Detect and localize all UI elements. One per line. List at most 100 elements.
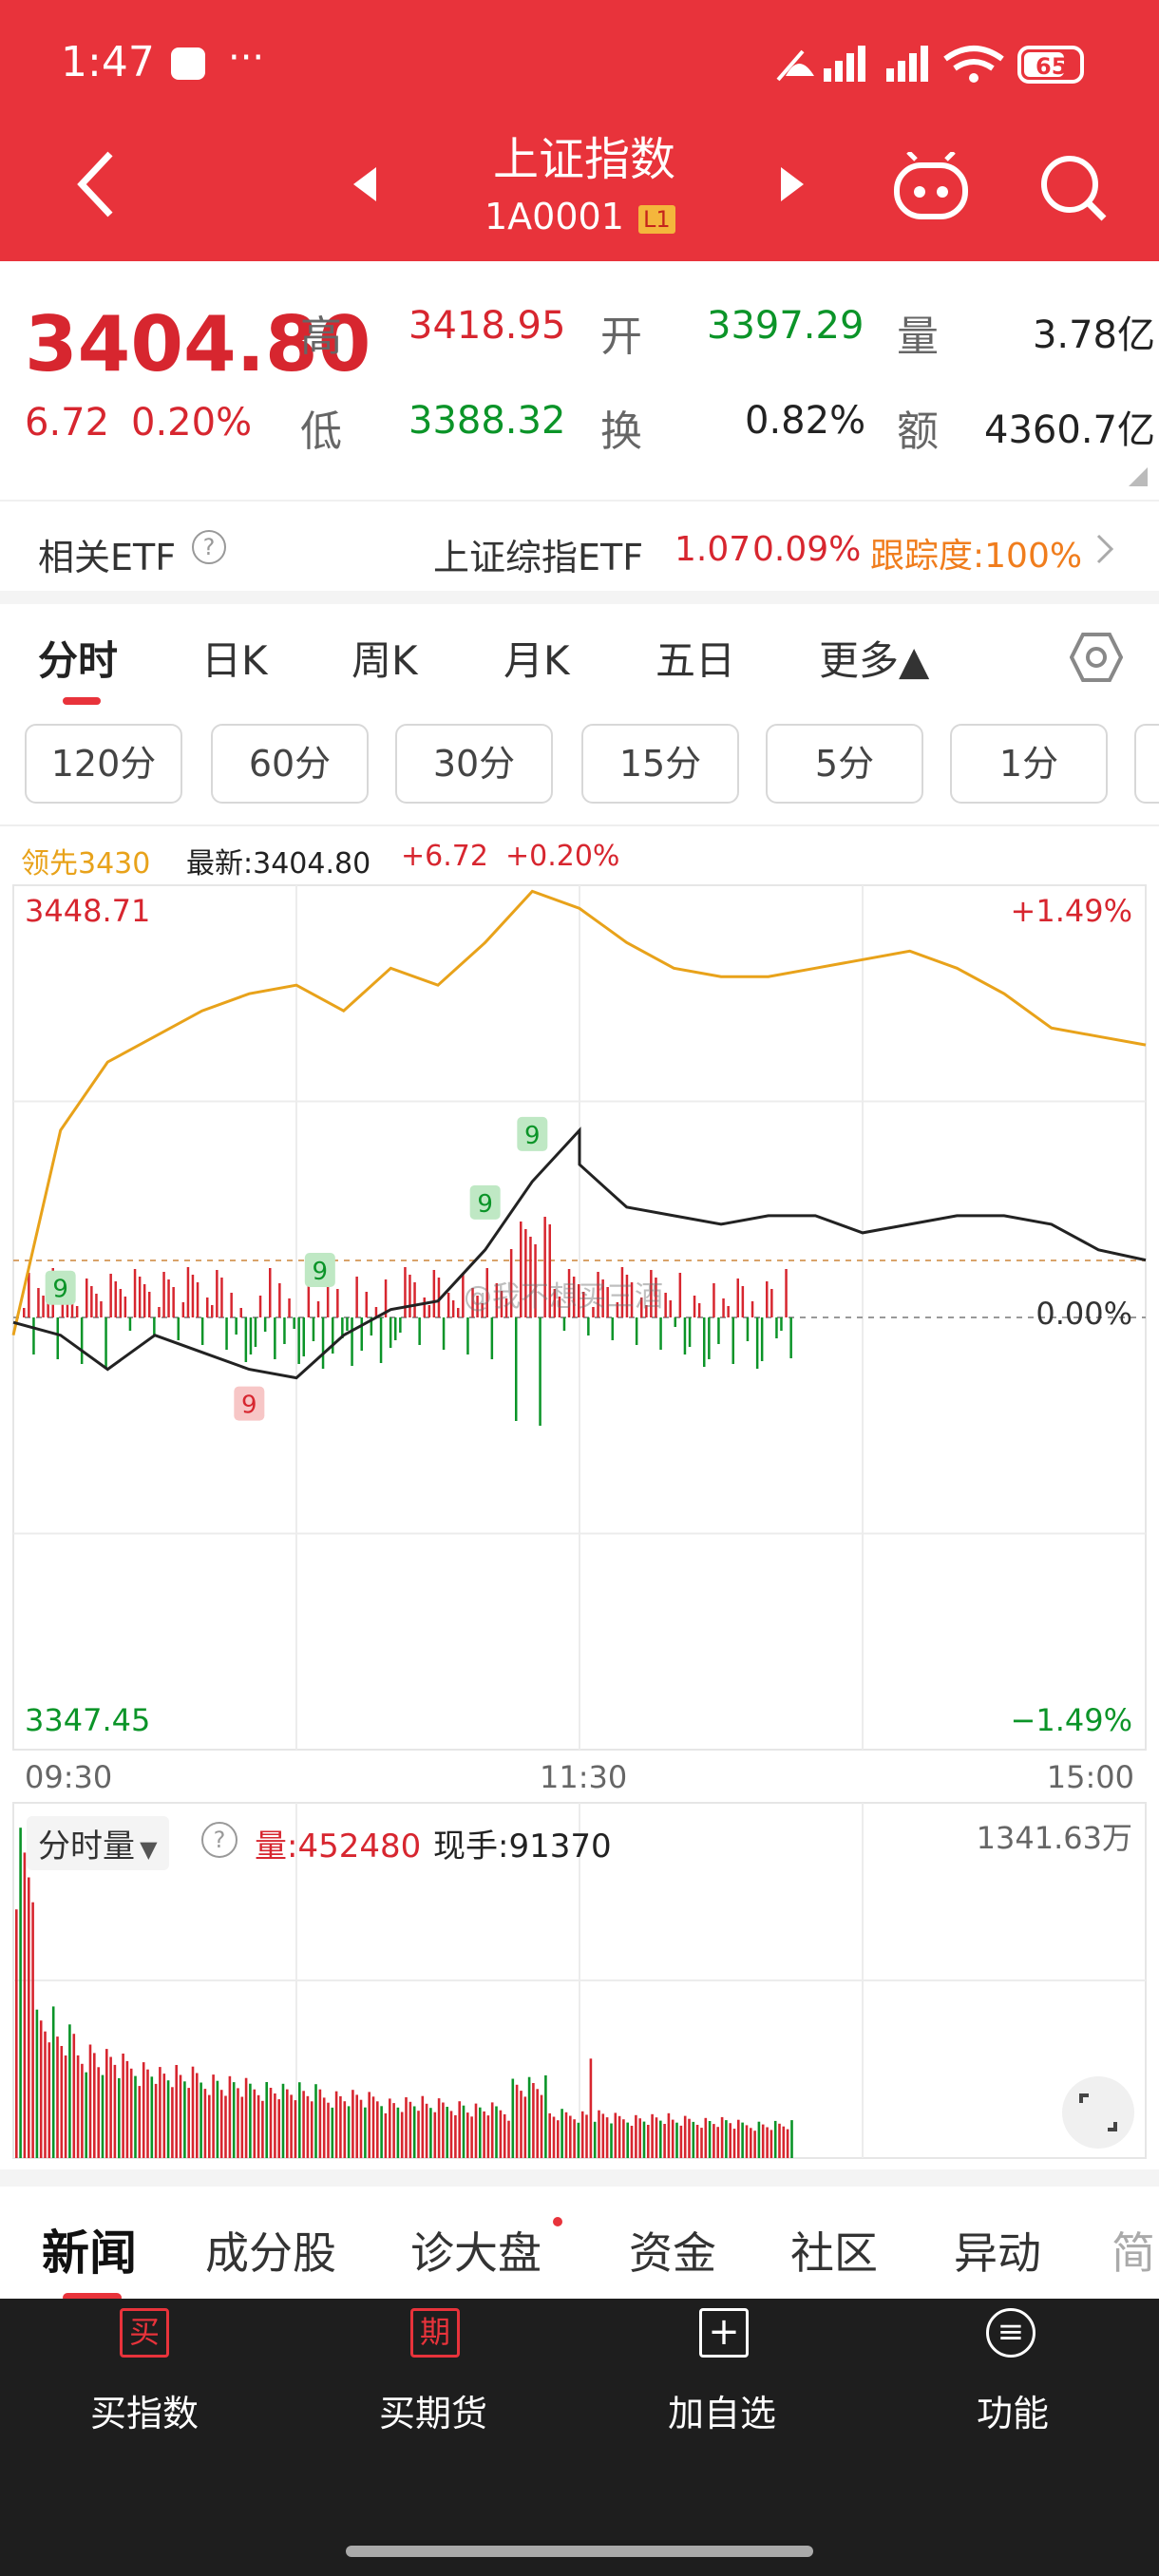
direction-bar [770, 1289, 773, 1317]
axis-top-pct: +1.49% [1010, 893, 1132, 929]
volume-bar [277, 2099, 280, 2158]
direction-bar [485, 1268, 488, 1317]
nav-buy-index[interactable]: 买指数 [89, 2393, 199, 2434]
tab-overflow[interactable] [1134, 724, 1159, 804]
direction-bar [346, 1317, 349, 1331]
volume-bar [638, 2118, 641, 2158]
volume-bar [598, 2110, 600, 2158]
volume-bar [134, 2075, 137, 2158]
prev-index-icon[interactable] [352, 165, 380, 203]
volume-bar [527, 2076, 531, 2158]
tab-120min[interactable]: 120分 [25, 724, 182, 804]
amount-label: 额 [897, 407, 939, 456]
page-title: 上证指数 [492, 133, 675, 186]
direction-bar [476, 1296, 479, 1317]
volume-bar [125, 2060, 129, 2158]
direction-bar [254, 1317, 257, 1347]
volume-bar [129, 2068, 133, 2158]
signal-marker-label: 9 [524, 1122, 541, 1150]
direction-bar [211, 1305, 214, 1317]
direction-bar [216, 1270, 218, 1317]
tab-daily-k[interactable]: 日K [201, 637, 268, 684]
direction-bar [42, 1296, 45, 1317]
etf-name[interactable]: 上证综指ETF [433, 537, 644, 578]
tab-15min[interactable]: 15分 [581, 724, 739, 804]
fullscreen-icon[interactable] [1060, 2074, 1136, 2150]
settings-hexagon-icon[interactable] [1070, 631, 1123, 684]
latest-change-pct: +0.20% [505, 840, 620, 873]
volume-label: 量 [897, 313, 939, 361]
volume-bar [729, 2123, 732, 2158]
tab-30min[interactable]: 30分 [395, 724, 553, 804]
tab-five-day[interactable]: 五日 [656, 637, 736, 684]
nav-buy-futures[interactable]: 买期货 [378, 2393, 487, 2434]
tab-intraday[interactable]: 分时 [38, 637, 119, 684]
direction-bar [703, 1317, 706, 1367]
functions-icon: ≡ [986, 2308, 1036, 2358]
expand-corner-icon[interactable] [1127, 465, 1150, 488]
direction-bar [138, 1277, 142, 1317]
volume-bar [343, 2101, 347, 2158]
direction-bar [263, 1317, 267, 1332]
tab-5min[interactable]: 5分 [766, 724, 923, 804]
volume-bar [331, 2107, 334, 2158]
volume-bar [216, 2080, 219, 2158]
volume-bar [162, 2074, 166, 2158]
volume-bar [376, 2101, 379, 2158]
direction-bar [70, 1298, 74, 1317]
tab-more[interactable]: 更多▲ [819, 637, 930, 684]
volume-bar [314, 2084, 317, 2158]
back-icon[interactable] [72, 148, 120, 220]
time-end: 15:00 [1046, 1759, 1134, 1795]
volume-bar [511, 2078, 515, 2158]
direction-bar [316, 1301, 320, 1317]
volume-bar [290, 2094, 293, 2158]
nav-functions[interactable]: 功能 [976, 2393, 1049, 2434]
signal-marker-label: 9 [477, 1190, 493, 1219]
tab-60min[interactable]: 60分 [211, 724, 369, 804]
search-icon[interactable] [1037, 152, 1110, 224]
tab-1min[interactable]: 1分 [950, 724, 1108, 804]
volume-bar [732, 2129, 736, 2158]
volume-bar [704, 2117, 708, 2158]
direction-bar [293, 1317, 295, 1329]
tab-components[interactable]: 成分股 [205, 2227, 336, 2279]
tab-diagnosis[interactable]: 诊大盘 [410, 2227, 542, 2279]
volume-bar [93, 2053, 96, 2158]
volume-bar [31, 1902, 34, 2158]
amount-value: 4360.7亿 [984, 408, 1155, 452]
volume-bar [232, 2082, 236, 2158]
direction-bar [693, 1296, 696, 1317]
nav-add-watchlist[interactable]: 加自选 [667, 2393, 776, 2434]
tab-monthly-k[interactable]: 月K [504, 637, 570, 684]
direction-bar [47, 1303, 49, 1317]
direction-bar [755, 1317, 759, 1369]
axis-top-price: 3448.71 [25, 893, 151, 929]
volume-help-icon[interactable]: ? [201, 1822, 238, 1858]
tab-community[interactable]: 社区 [790, 2227, 878, 2279]
tab-brief[interactable]: 简 [1112, 2227, 1155, 2279]
volume-selector[interactable]: 分时量 ▼ [27, 1816, 169, 1870]
volume-bar [483, 2111, 485, 2158]
next-index-icon[interactable] [777, 165, 806, 203]
volume-bar [695, 2125, 699, 2158]
tab-weekly-k[interactable]: 周K [352, 637, 418, 684]
signal-marker-label: 9 [241, 1392, 257, 1420]
volume-bar [540, 2094, 543, 2158]
direction-bar [312, 1317, 315, 1341]
direction-bar [766, 1281, 769, 1317]
tab-movement[interactable]: 异动 [954, 2227, 1041, 2279]
chevron-right-icon[interactable] [1094, 532, 1117, 566]
intraday-chart[interactable]: 9 9 9 9 9 [0, 874, 1159, 1757]
volume-bar [203, 2089, 207, 2158]
volume-bar [44, 2031, 47, 2158]
signal-marker: 9 [469, 1184, 501, 1220]
direction-bar [606, 1287, 609, 1317]
direction-bar [717, 1317, 720, 1344]
volume-bar [667, 2112, 671, 2158]
robot-assistant-icon[interactable] [893, 152, 969, 220]
tab-news[interactable]: 新闻 [42, 2226, 137, 2281]
direction-bar [80, 1317, 84, 1364]
etf-help-icon[interactable]: ? [192, 530, 226, 564]
tab-funds[interactable]: 资金 [629, 2227, 716, 2279]
